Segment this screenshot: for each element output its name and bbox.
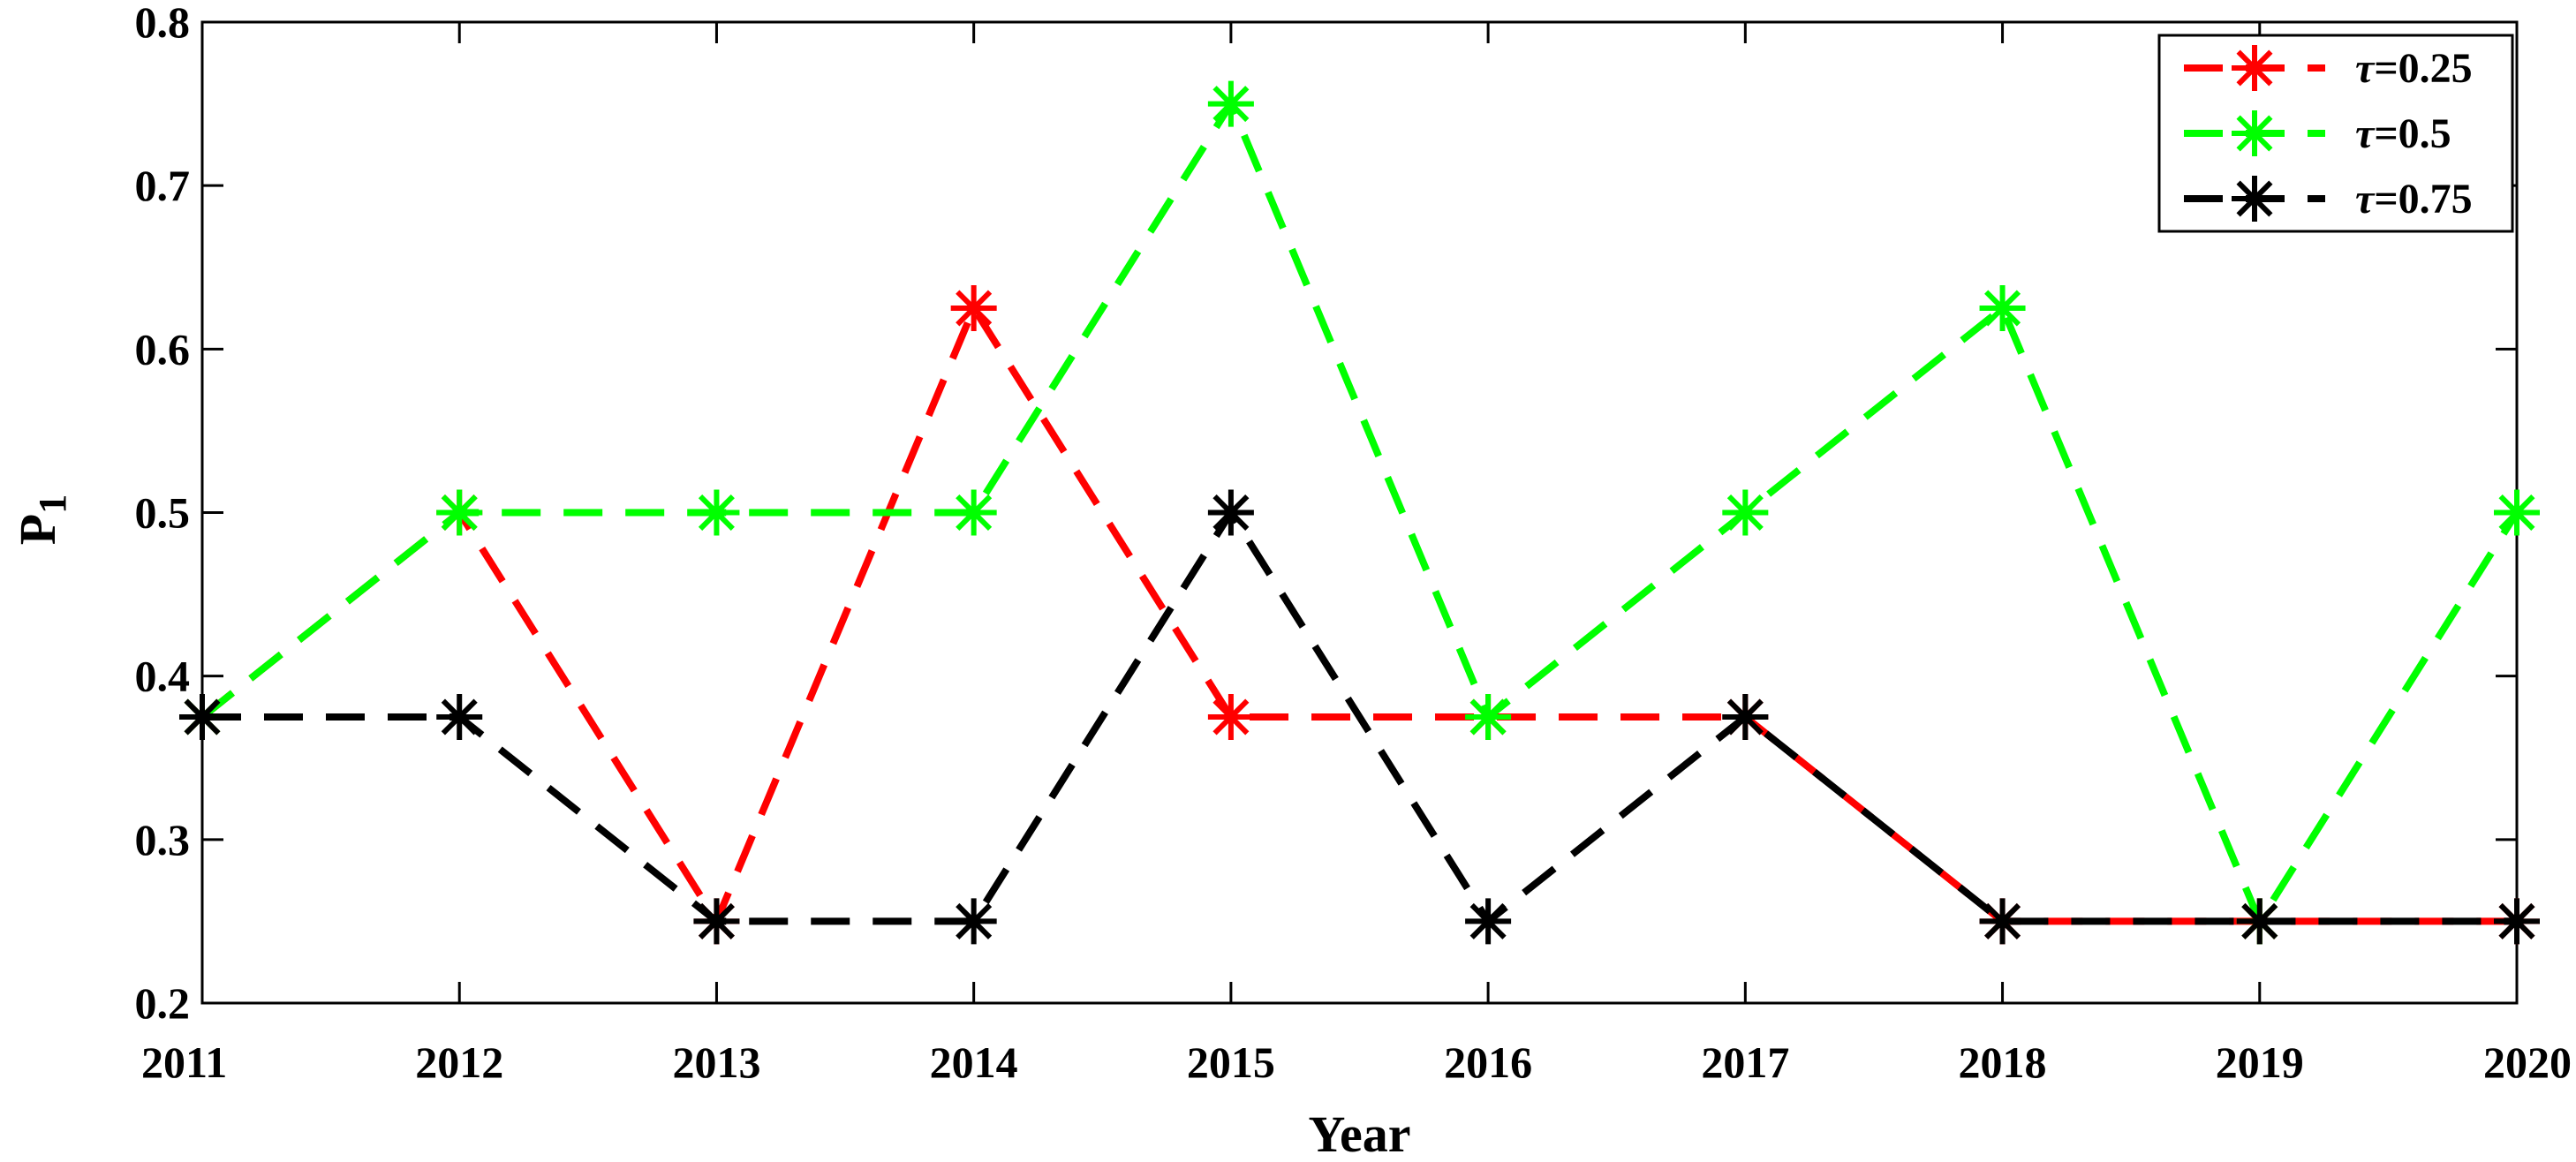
data-point-marker bbox=[436, 489, 483, 536]
y-tick-label: 0.3 bbox=[135, 815, 191, 864]
y-tick-label: 0.2 bbox=[135, 978, 191, 1028]
x-tick-label: 2017 bbox=[1701, 1038, 1789, 1087]
data-point-marker bbox=[950, 489, 997, 536]
legend-marker bbox=[2232, 45, 2278, 91]
legend-marker bbox=[2232, 110, 2278, 156]
data-point-marker bbox=[179, 693, 225, 740]
series-line bbox=[202, 505, 2517, 927]
x-tick-label: 2011 bbox=[141, 1038, 227, 1087]
y-axis-label-subscript: 1 bbox=[31, 494, 74, 514]
x-tick-label: 2018 bbox=[1959, 1038, 2047, 1087]
y-axis-label: P1 bbox=[9, 494, 74, 545]
x-axis-label: Year bbox=[1309, 1105, 1411, 1162]
series-3 bbox=[179, 489, 2540, 945]
data-point-marker bbox=[2236, 898, 2283, 945]
data-point-marker bbox=[1722, 693, 1769, 740]
x-tick-label: 2014 bbox=[930, 1038, 1018, 1087]
y-axis-label-main: P bbox=[9, 514, 66, 545]
legend-marker bbox=[2232, 176, 2278, 222]
legend-item: τ=0.25 bbox=[2184, 45, 2473, 92]
data-point-marker bbox=[950, 285, 997, 332]
data-point-marker bbox=[2494, 898, 2540, 945]
data-point-marker bbox=[950, 898, 997, 945]
series-1 bbox=[179, 285, 2540, 945]
legend: τ=0.25 τ=0.5 τ=0.75 bbox=[2157, 34, 2514, 233]
series-line bbox=[200, 300, 2517, 930]
y-tick-label: 0.7 bbox=[135, 161, 191, 210]
legend-label: τ=0.25 bbox=[2355, 45, 2473, 92]
legend-label: τ=0.75 bbox=[2355, 176, 2473, 223]
x-tick-label: 2019 bbox=[2216, 1038, 2304, 1087]
axes: 0.2 0.3 0.4 0.5 0.6 0.7 0.8 2011 2012 2013 2014 201… bbox=[135, 0, 2572, 1087]
data-point-marker bbox=[436, 693, 483, 740]
legend-item: τ=0.5 bbox=[2184, 110, 2451, 157]
y-tick-label: 0.5 bbox=[135, 488, 191, 538]
data-point-marker bbox=[1979, 898, 2026, 945]
data-point-marker bbox=[1207, 693, 1254, 740]
x-tick-label: 2013 bbox=[672, 1038, 760, 1087]
y-tick-label: 0.6 bbox=[135, 324, 191, 374]
data-point-marker bbox=[1207, 80, 1254, 127]
legend-item: τ=0.75 bbox=[2184, 176, 2473, 223]
x-tick-label: 2015 bbox=[1187, 1038, 1275, 1087]
data-point-marker bbox=[1979, 285, 2026, 332]
x-tick-label: 2012 bbox=[415, 1038, 503, 1087]
data-point-marker bbox=[1207, 489, 1254, 536]
x-tick-label: 2016 bbox=[1444, 1038, 1532, 1087]
series-line bbox=[200, 95, 2520, 930]
y-tick-label: 0.4 bbox=[135, 652, 191, 701]
data-point-marker bbox=[1465, 898, 1512, 945]
data-point-marker bbox=[1465, 693, 1512, 740]
data-point-marker bbox=[1722, 489, 1769, 536]
y-tick-label: 0.8 bbox=[135, 0, 191, 47]
data-point-marker bbox=[2494, 489, 2540, 536]
series-group bbox=[179, 80, 2540, 945]
x-tick-label: 2020 bbox=[2483, 1038, 2572, 1087]
data-point-marker bbox=[693, 489, 740, 536]
legend-label: τ=0.5 bbox=[2355, 110, 2451, 157]
data-point-marker bbox=[693, 898, 740, 945]
